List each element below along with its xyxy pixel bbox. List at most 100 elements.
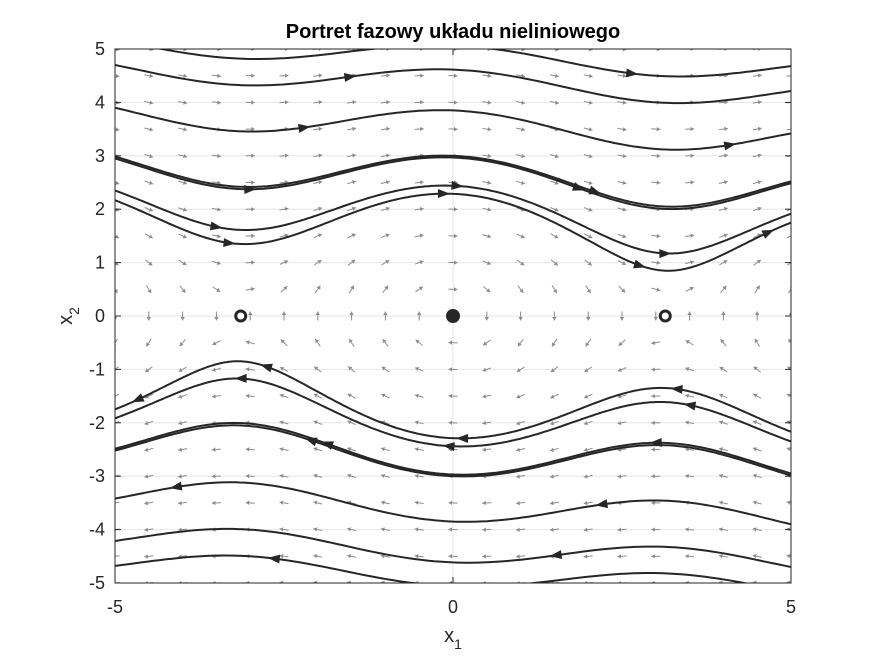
field-arrow (179, 338, 186, 347)
field-arrow (381, 259, 390, 266)
field-arrow (211, 153, 221, 159)
trajectory (115, 180, 791, 259)
field-arrow (348, 285, 355, 294)
field-arrow (752, 527, 762, 532)
field-arrow (380, 580, 389, 583)
field-arrow (414, 500, 424, 505)
field-arrow (549, 153, 559, 159)
field-arrow (382, 285, 389, 294)
field-arrow (753, 393, 762, 399)
trajectory-arrow (234, 373, 247, 383)
field-arrow (211, 500, 221, 506)
field-arrow (651, 126, 661, 132)
field-arrow (720, 285, 727, 294)
field-arrow (211, 207, 221, 212)
field-arrow (313, 366, 322, 373)
field-arrow (415, 286, 424, 293)
field-arrow (381, 366, 390, 373)
field-arrow (516, 100, 526, 105)
field-arrow (482, 127, 492, 132)
field-arrow (718, 553, 728, 559)
field-arrow (178, 366, 187, 373)
trajectory-arrow (260, 363, 273, 373)
field-arrow (752, 153, 762, 158)
field-arrow (448, 420, 458, 425)
field-arrow (788, 311, 791, 321)
field-arrow (721, 311, 726, 321)
field-arrow (482, 554, 492, 559)
field-arrow (144, 73, 154, 79)
field-arrow (178, 100, 188, 105)
field-arrow (786, 553, 791, 559)
field-arrow (414, 553, 424, 559)
field-arrow (617, 73, 627, 79)
field-arrow (212, 286, 221, 293)
field-arrow (718, 126, 728, 132)
field-arrow (279, 153, 289, 158)
field-arrow (752, 447, 762, 452)
field-arrow (414, 393, 424, 398)
trajectory-arrow (456, 434, 469, 444)
field-arrow (617, 127, 627, 132)
trajectory (115, 554, 750, 583)
field-arrow (245, 260, 255, 265)
field-arrow (583, 420, 593, 426)
field-arrow (619, 311, 625, 321)
field-arrow (516, 474, 526, 479)
x-tick-label: 5 (786, 597, 796, 617)
field-arrow (651, 340, 661, 346)
field-arrow (617, 367, 627, 372)
field-arrow (549, 527, 559, 532)
trajectory-arrow (625, 68, 639, 78)
field-arrow (752, 100, 762, 105)
field-arrow (719, 259, 728, 266)
field-arrow (144, 393, 154, 399)
field-arrow (313, 420, 323, 425)
field-arrow (144, 206, 154, 212)
field-arrow (617, 233, 627, 239)
field-arrow (279, 553, 289, 559)
field-arrow (380, 500, 390, 505)
field-arrow (414, 447, 424, 452)
field-arrow (380, 447, 390, 452)
field-arrow (718, 233, 728, 238)
y-axis-label-sub: 2 (66, 307, 82, 315)
field-arrow (718, 153, 728, 158)
field-arrow (516, 180, 526, 185)
field-arrow (786, 580, 791, 583)
field-arrow (414, 180, 424, 185)
field-arrow (245, 233, 255, 239)
field-arrow (583, 447, 593, 452)
field-arrow (550, 233, 559, 239)
field-arrow (211, 474, 221, 479)
field-arrow (549, 447, 559, 452)
field-arrow (115, 555, 120, 557)
field-arrow (347, 393, 356, 399)
field-arrow (720, 338, 727, 347)
field-arrow (551, 338, 558, 347)
field-arrow (651, 153, 661, 159)
field-arrow (550, 366, 559, 373)
y-tick-label: 4 (95, 92, 105, 112)
field-arrow (482, 527, 492, 532)
field-arrow (651, 367, 661, 372)
field-arrow (245, 126, 255, 132)
equilibrium-saddle-left (234, 309, 248, 323)
field-arrow (651, 233, 661, 239)
field-arrow (380, 100, 390, 105)
field-arrow (414, 473, 424, 479)
field-arrow (414, 527, 424, 532)
field-arrow (144, 554, 154, 559)
field-arrow (144, 447, 154, 452)
trajectory (115, 481, 791, 526)
trajectory-arrow (659, 249, 672, 259)
field-arrow (347, 180, 357, 185)
field-arrow (178, 394, 188, 399)
field-arrow (280, 285, 288, 293)
field-arrow (685, 339, 694, 346)
field-arrow (718, 473, 728, 479)
field-arrow (651, 260, 661, 265)
field-arrow (718, 447, 728, 452)
y-tick-label: -1 (89, 359, 105, 379)
trajectory-arrow (304, 437, 318, 447)
